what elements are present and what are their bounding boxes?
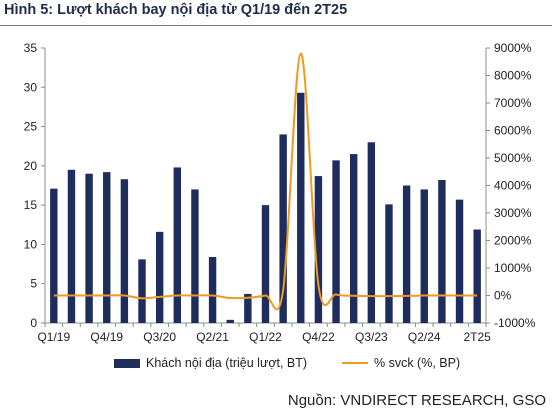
bar-Q4/19 — [103, 172, 111, 323]
x-tick-label: Q3/23 — [355, 330, 388, 344]
chart-legend: Khách nội địa (triệu lượt, BT) % svck (%… — [0, 356, 552, 376]
bar-Q3/20 — [155, 231, 164, 323]
bar-Q4/24 — [455, 199, 464, 323]
bar-Q2/21 — [208, 257, 217, 323]
x-tick-label: Q1/19 — [37, 330, 70, 344]
y-left-tick-label: 25 — [24, 120, 38, 134]
bar-Q4/21 — [244, 293, 252, 323]
bar-Q2/23 — [349, 154, 358, 323]
legend-item-growth: % svck (%, BP) — [342, 356, 460, 370]
domestic-passengers-chart: 0 5 10 15 20 25 30 35 -1000% 0% 1000% 2000% 3000% 400… — [24, 41, 536, 344]
y-right-tick-label: 5000% — [494, 151, 532, 165]
bar-Q4/23 — [385, 204, 393, 323]
bar-Q2/24 — [420, 189, 428, 323]
y-left-tick-label: 10 — [24, 237, 38, 251]
bar-Q1/24 — [402, 185, 411, 323]
bar-Q1/19 — [50, 188, 58, 323]
y-left-tick-label: 35 — [24, 41, 38, 55]
y-left-tick-label: 0 — [30, 316, 37, 330]
legend-swatch-bar — [114, 358, 140, 368]
y-right-tick-label: 2000% — [494, 234, 532, 248]
bar-Q3/24 — [438, 180, 446, 323]
title-divider — [0, 25, 552, 26]
y-left-tick-label: 5 — [30, 277, 37, 291]
bar-Q2/20 — [138, 259, 146, 323]
legend-label-growth: % svck (%, BP) — [374, 356, 461, 370]
bar-Q1/23 — [332, 160, 340, 323]
y-left-tick-label: 15 — [24, 198, 38, 212]
bar-Q2/19 — [67, 169, 76, 323]
x-tick-label: 2T25 — [464, 330, 492, 344]
legend-label-passengers: Khách nội địa (triệu lượt, BT) — [146, 356, 308, 370]
x-tick-label: Q3/20 — [143, 330, 176, 344]
y-right-tick-label: 0% — [494, 289, 512, 303]
y-right-tick-label: 8000% — [494, 69, 532, 83]
legend-swatch-line — [342, 362, 368, 364]
bar-Q3/23 — [367, 142, 376, 323]
y-right-tick-label: 9000% — [494, 41, 532, 55]
bar-Q1/21 — [191, 189, 199, 323]
bar-Q2/22 — [279, 134, 287, 323]
bar-Q3/19 — [85, 173, 93, 323]
bar-Q1/22 — [261, 205, 270, 323]
y-right-tick-label: -1000% — [494, 316, 536, 330]
bar-Q3/21 — [226, 319, 234, 323]
chart-title: Hình 5: Lượt khách bay nội địa từ Q1/19 … — [4, 2, 348, 18]
y-right-tick-label: 7000% — [494, 96, 532, 110]
source-note: Nguồn: VNDIRECT RESEARCH, GSO — [287, 392, 546, 409]
bar-Q4/20 — [173, 167, 182, 323]
y-right-tick-label: 1000% — [494, 261, 532, 275]
x-tick-label: Q2/24 — [408, 330, 441, 344]
y-right-tick-label: 4000% — [494, 179, 532, 193]
y-right-tick-label: 6000% — [494, 124, 532, 138]
y-left-tick-label: 20 — [24, 159, 38, 173]
y-left-tick-label: 30 — [24, 80, 38, 94]
x-tick-label: Q2/21 — [196, 330, 229, 344]
legend-item-passengers: Khách nội địa (triệu lượt, BT) — [114, 356, 307, 370]
x-tick-label: Q4/22 — [302, 330, 335, 344]
x-tick-label: Q1/22 — [249, 330, 282, 344]
x-tick-label: Q4/19 — [90, 330, 123, 344]
growth-line — [53, 52, 478, 311]
bar-Q1/20 — [120, 179, 129, 323]
bar-Q4/22 — [314, 176, 323, 323]
y-right-tick-label: 3000% — [494, 206, 532, 220]
bar-Q3/22 — [297, 92, 305, 324]
bar-2T25 — [473, 229, 481, 323]
